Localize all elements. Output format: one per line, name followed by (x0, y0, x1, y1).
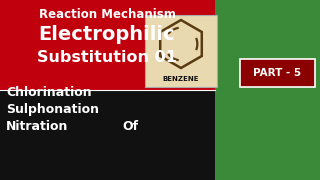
FancyBboxPatch shape (215, 0, 320, 180)
FancyBboxPatch shape (0, 90, 215, 180)
Text: PART - 5: PART - 5 (253, 68, 301, 78)
Text: Of: Of (122, 120, 138, 132)
FancyBboxPatch shape (220, 5, 315, 175)
Text: Chlorination: Chlorination (6, 86, 92, 98)
FancyBboxPatch shape (145, 15, 217, 87)
Text: Electrophilic: Electrophilic (39, 26, 175, 44)
Text: Reaction Mechanism: Reaction Mechanism (39, 8, 175, 21)
Text: Nitration: Nitration (6, 120, 68, 132)
Text: BENZENE: BENZENE (163, 76, 199, 82)
Text: Sulphonation: Sulphonation (6, 102, 99, 116)
FancyBboxPatch shape (240, 59, 315, 87)
Text: Substitution 01: Substitution 01 (37, 51, 177, 66)
